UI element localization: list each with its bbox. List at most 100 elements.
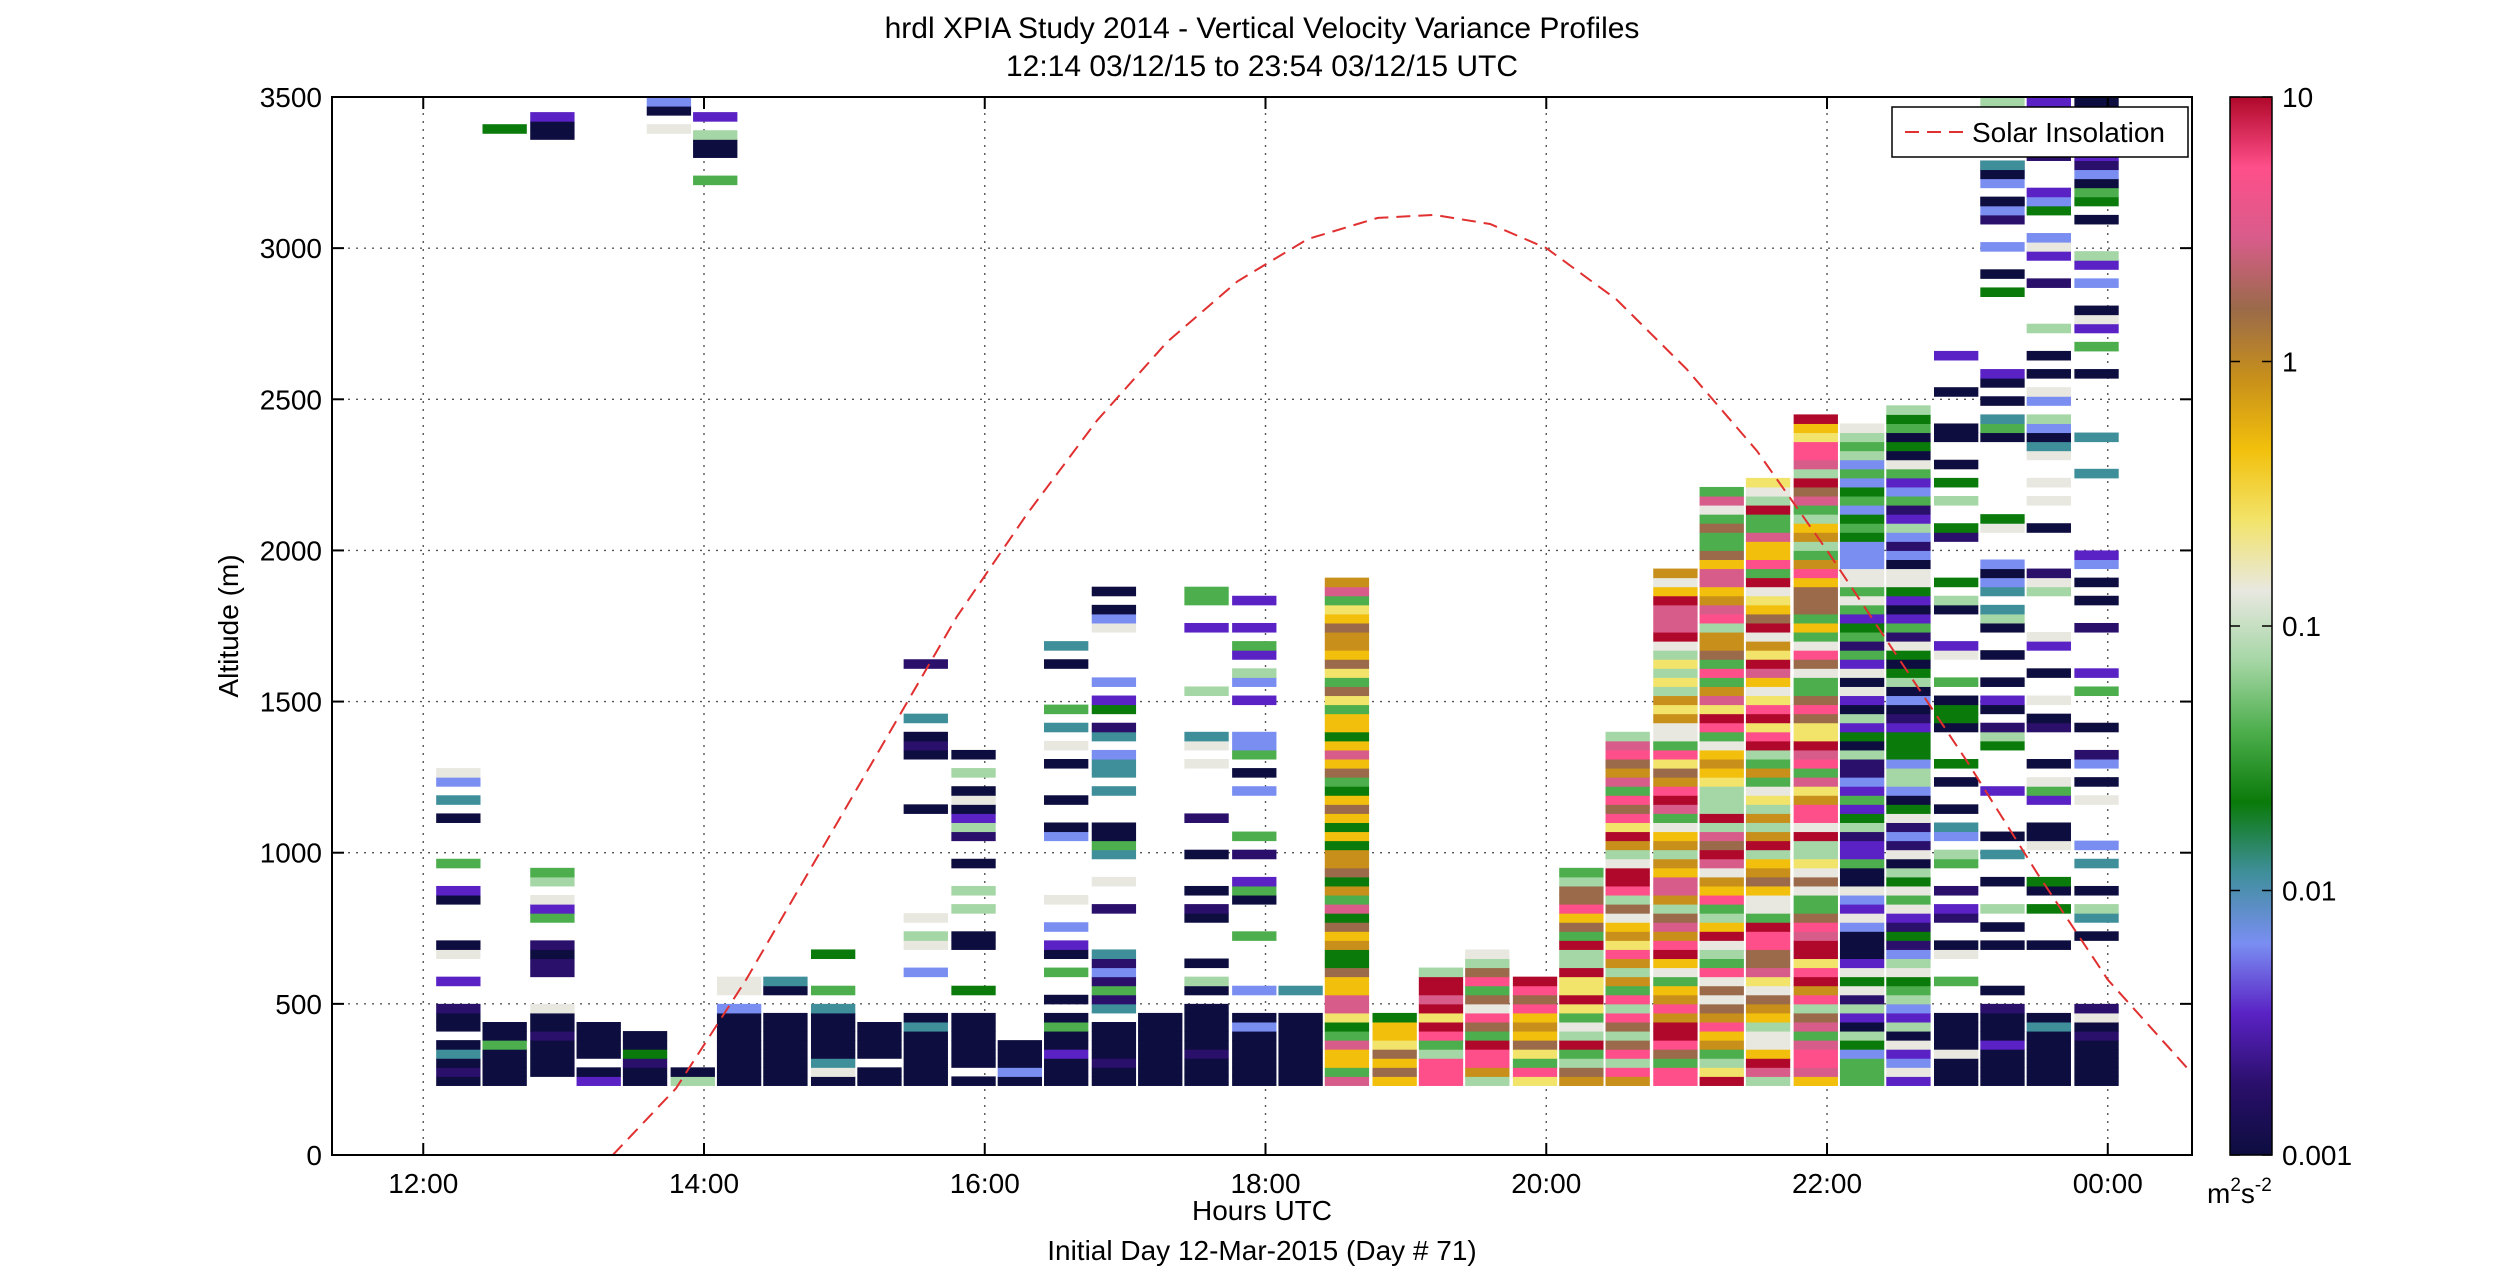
heat-cell-p20-3 xyxy=(1372,1049,1417,1059)
heat-cell-p31-42 xyxy=(1886,695,1931,706)
heat-cell-p35-83 xyxy=(2074,323,2119,334)
heat-cell-p26-55 xyxy=(1653,577,1698,588)
heat-cell-p29-28 xyxy=(1793,822,1838,833)
heat-cell-p26-24 xyxy=(1653,858,1698,869)
heat-cell-p15-4 xyxy=(1138,1040,1183,1050)
heat-cell-p35-71 xyxy=(2074,432,2119,443)
heat-cell-p14-38 xyxy=(1091,731,1137,742)
heat-cell-p28-56 xyxy=(1745,568,1791,579)
heat-cell-p11-6 xyxy=(951,1021,996,1032)
heat-cell-p8-8 xyxy=(810,1003,856,1014)
heat-cell-p17-10 xyxy=(1232,985,1277,996)
heat-cell-p27-42 xyxy=(1699,695,1744,706)
heat-cell-p16-0 xyxy=(1184,1076,1229,1086)
heat-cell-p30-31 xyxy=(1839,795,1885,805)
heat-cell-p10-1 xyxy=(903,1067,948,1077)
heat-cell-p31-41 xyxy=(1886,704,1931,715)
heat-cell-p31-31 xyxy=(1886,795,1931,805)
heat-cell-p26-2 xyxy=(1653,1058,1698,1068)
heat-cell-p31-21 xyxy=(1886,885,1931,896)
heat-cell-p4-5 xyxy=(622,1031,668,1041)
heat-cell-p2-14 xyxy=(530,949,575,960)
heat-cell-p0-24 xyxy=(436,858,481,869)
heat-cell-p35-53 xyxy=(2074,595,2119,606)
heat-cell-p29-50 xyxy=(1793,622,1838,633)
heat-cell-p25-9 xyxy=(1605,994,1650,1005)
heat-cell-p29-71 xyxy=(1793,432,1838,443)
heat-cell-p29-39 xyxy=(1793,722,1838,733)
heat-cell-p19-54 xyxy=(1324,586,1370,597)
heat-cell-p30-30 xyxy=(1839,804,1885,814)
heat-cell-p15-7 xyxy=(1138,1012,1183,1023)
heat-cell-p10-30 xyxy=(903,804,948,814)
heat-cell-p31-4 xyxy=(1886,1040,1931,1050)
heat-cell-p16-50 xyxy=(1184,622,1229,633)
heat-cell-p13-4 xyxy=(1044,1040,1089,1050)
heat-cell-p28-55 xyxy=(1745,577,1791,588)
heat-cell-p29-15 xyxy=(1793,940,1838,950)
heat-cell-p26-45 xyxy=(1653,668,1698,678)
y-axis-ticks: 0 500 1000 1500 2000 2500 3000 3500 xyxy=(260,82,2192,1171)
heat-cell-p35-6 xyxy=(2074,1021,2119,1032)
heat-cell-p14-25 xyxy=(1091,849,1137,860)
heat-cell-p30-64 xyxy=(1839,496,1885,506)
heat-cell-p30-68 xyxy=(1839,459,1885,470)
heat-cell-p23-7 xyxy=(1512,1012,1558,1023)
heat-cell-p30-29 xyxy=(1839,813,1885,823)
heat-cell-p29-12 xyxy=(1793,967,1838,978)
heat-cell-p22-2 xyxy=(1465,1058,1510,1068)
heat-cell-p31-33 xyxy=(1886,777,1931,787)
heat-cell-p27-33 xyxy=(1699,777,1744,787)
heat-cell-p23-1 xyxy=(1512,1067,1558,1077)
heat-cell-p19-9 xyxy=(1324,994,1370,1005)
heat-cell-p16-3 xyxy=(1184,1049,1229,1059)
heat-cell-p25-22 xyxy=(1605,876,1650,887)
heat-cell-p13-37 xyxy=(1044,740,1089,751)
heat-cell-p21-5 xyxy=(1418,1031,1464,1041)
heat-cell-p7-6 xyxy=(763,1021,808,1032)
heat-cell-p25-4 xyxy=(1605,1040,1650,1050)
heat-cell-p30-59 xyxy=(1839,541,1885,551)
heat-cell-p23-2 xyxy=(1512,1058,1558,1068)
heat-cell-p30-40 xyxy=(1839,713,1885,724)
heat-cell-p26-11 xyxy=(1653,976,1698,987)
heat-cell-p32-60 xyxy=(1934,532,1979,542)
heat-cell-p32-11 xyxy=(1934,976,1979,987)
heat-cell-p35-0 xyxy=(2074,1076,2119,1086)
heat-cell-p16-5 xyxy=(1184,1031,1229,1041)
heat-cell-p27-32 xyxy=(1699,786,1744,796)
heat-cell-p11-2 xyxy=(951,1058,996,1068)
heat-cell-p31-66 xyxy=(1886,477,1931,488)
heat-cell-u4-14 xyxy=(1980,97,2025,107)
heat-cell-p10-18 xyxy=(903,913,948,923)
heat-cell-p26-56 xyxy=(1653,568,1698,579)
heat-cell-p14-3 xyxy=(1091,1049,1137,1059)
heat-cell-p26-41 xyxy=(1653,704,1698,715)
heat-cell-p1-2 xyxy=(482,1058,527,1068)
heat-cell-p24-8 xyxy=(1559,1003,1604,1014)
heat-cell-p29-1 xyxy=(1793,1067,1838,1077)
heat-cell-p32-61 xyxy=(1934,523,1979,533)
heat-cell-p20-6 xyxy=(1372,1021,1417,1032)
heat-cell-p29-26 xyxy=(1793,840,1838,851)
heat-cell-p8-5 xyxy=(810,1031,856,1041)
heat-cell-p2-8 xyxy=(530,1003,575,1014)
heat-cell-p26-36 xyxy=(1653,749,1698,760)
heat-cell-p27-61 xyxy=(1699,523,1744,533)
heat-cell-u3-7 xyxy=(693,130,738,140)
heat-cell-p24-17 xyxy=(1559,922,1604,932)
heat-cell-p28-29 xyxy=(1745,813,1791,823)
heat-cell-p29-52 xyxy=(1793,604,1838,615)
heat-cell-p29-21 xyxy=(1793,885,1838,896)
heat-cell-p34-31 xyxy=(2026,795,2071,805)
heat-cell-p8-2 xyxy=(810,1058,856,1068)
heat-cell-p29-61 xyxy=(1793,523,1838,533)
heat-cell-p29-49 xyxy=(1793,632,1838,642)
heat-cell-p31-0 xyxy=(1886,1076,1931,1086)
heat-cell-p30-36 xyxy=(1839,749,1885,760)
heat-cell-p31-74 xyxy=(1886,405,1931,415)
heat-cell-p6-7 xyxy=(716,1012,762,1023)
heat-cell-p24-22 xyxy=(1559,876,1604,887)
heat-cell-p16-10 xyxy=(1184,985,1229,996)
heat-cell-p2-3 xyxy=(530,1049,575,1059)
